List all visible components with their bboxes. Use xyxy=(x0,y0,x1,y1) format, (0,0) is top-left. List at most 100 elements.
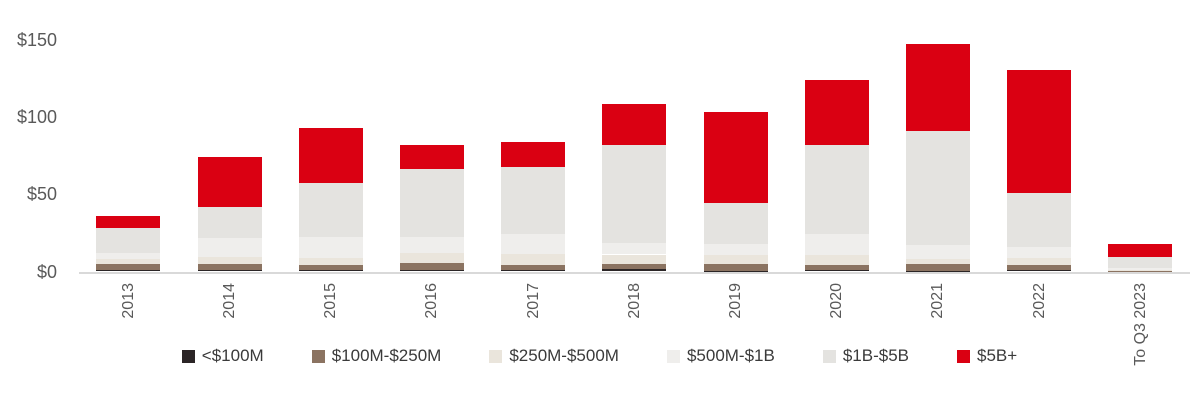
y-axis-tick-label: $100 xyxy=(16,106,57,127)
bar-segment xyxy=(905,270,970,272)
bar-segment xyxy=(905,259,970,264)
bar-segment xyxy=(703,270,768,272)
bar-segment xyxy=(96,228,161,253)
bar-segment xyxy=(298,257,363,265)
bar-segment xyxy=(602,269,667,272)
bar-segment xyxy=(1108,256,1173,268)
bar-segment xyxy=(602,242,667,255)
bar-segment xyxy=(905,263,970,271)
legend-item: $500M-$1B xyxy=(666,346,775,366)
legend-label: $5B+ xyxy=(977,346,1018,365)
bar-segment xyxy=(1007,258,1072,265)
bar-segment xyxy=(905,245,970,260)
legend-item: $100M-$250M xyxy=(311,346,442,366)
bar-segment xyxy=(96,259,161,264)
bar-column xyxy=(703,112,768,272)
bar-segment xyxy=(602,104,667,146)
legend-swatch xyxy=(666,349,680,363)
bar-segment xyxy=(197,269,262,272)
bar-column xyxy=(1108,244,1173,272)
legend-label: $250M-$500M xyxy=(509,346,619,365)
bar-column xyxy=(602,104,667,272)
bar-segment xyxy=(1108,267,1173,270)
legend-item: $1B-$5B xyxy=(822,346,910,366)
bar-segment xyxy=(399,252,464,263)
legend-swatch xyxy=(822,349,836,363)
bar-segment xyxy=(804,80,869,146)
bar-segment xyxy=(703,255,768,264)
legend-label: <$100M xyxy=(201,346,264,365)
bar-segment xyxy=(804,264,869,270)
bar-segment xyxy=(96,215,161,229)
bar-segment xyxy=(804,145,869,234)
legend: <$100M $100M-$250M $250M-$500M $500M-$1B $1B… xyxy=(0,346,1199,366)
x-axis-label: 2018 xyxy=(625,283,643,319)
bar-segment xyxy=(602,254,667,264)
bar-segment xyxy=(1007,264,1072,270)
bar-segment xyxy=(501,234,566,254)
bar-column xyxy=(1007,70,1072,272)
bar-column xyxy=(501,141,566,272)
x-axis-label: 2017 xyxy=(524,283,542,319)
bar-segment xyxy=(703,202,768,245)
bar-column xyxy=(399,144,464,272)
x-axis-label: 2013 xyxy=(119,283,137,319)
x-axis-label: 2016 xyxy=(423,283,441,319)
bar-segment xyxy=(501,269,566,272)
bar-column xyxy=(804,80,869,272)
x-axis-label: 2021 xyxy=(929,283,947,319)
bar-segment xyxy=(602,263,667,270)
bar-segment xyxy=(96,269,161,272)
x-axis-label: 2022 xyxy=(1030,283,1048,319)
bar-segment xyxy=(905,130,970,246)
bar-column xyxy=(298,127,363,272)
bar-segment xyxy=(197,263,262,270)
bar-segment xyxy=(501,253,566,266)
bar-segment xyxy=(804,255,869,265)
bar-segment xyxy=(1007,269,1072,272)
bar-segment xyxy=(703,244,768,256)
bar-segment xyxy=(298,269,363,272)
bar-segment xyxy=(298,237,363,258)
bar-column xyxy=(96,215,161,272)
bar-segment xyxy=(197,157,262,208)
legend-label: $1B-$5B xyxy=(842,346,910,365)
legend-item: $250M-$500M xyxy=(489,346,619,366)
legend-label: $100M-$250M xyxy=(331,346,442,365)
bar-segment xyxy=(905,44,970,131)
bar-segment xyxy=(197,207,262,239)
x-axis-label: 2019 xyxy=(727,283,744,319)
bar-segment xyxy=(703,112,768,203)
bar-segment xyxy=(197,238,262,257)
bar-segment xyxy=(399,144,464,169)
x-axis-label: 2020 xyxy=(828,283,846,319)
legend-label: $500M-$1B xyxy=(686,346,775,365)
bar-segment xyxy=(804,269,869,272)
bar-segment xyxy=(1007,193,1072,247)
bar-column xyxy=(905,44,970,272)
x-axis-label: 2014 xyxy=(221,283,238,319)
legend-item: <$100M xyxy=(181,346,264,366)
bar-segment xyxy=(1108,269,1173,271)
bar-segment xyxy=(602,145,667,243)
legend-item: $5B+ xyxy=(957,346,1017,366)
bar-segment xyxy=(1007,70,1072,194)
bar-segment xyxy=(399,263,464,270)
bar-segment xyxy=(298,264,363,270)
bar-segment xyxy=(298,182,363,238)
bar-segment xyxy=(804,233,869,256)
y-axis-tick-label: $0 xyxy=(36,261,57,282)
bar-segment xyxy=(399,236,464,253)
legend-swatch xyxy=(489,349,503,363)
bar-segment xyxy=(1007,246,1072,259)
bar-segment xyxy=(501,141,566,168)
bar-segment xyxy=(96,263,161,270)
legend-swatch xyxy=(311,349,325,363)
bar-segment xyxy=(298,127,363,183)
bar-column xyxy=(197,157,262,272)
bar-segment xyxy=(703,263,768,271)
y-axis-tick-label: $50 xyxy=(26,184,57,205)
bar-segment xyxy=(96,252,161,260)
bar-segment xyxy=(501,167,566,235)
